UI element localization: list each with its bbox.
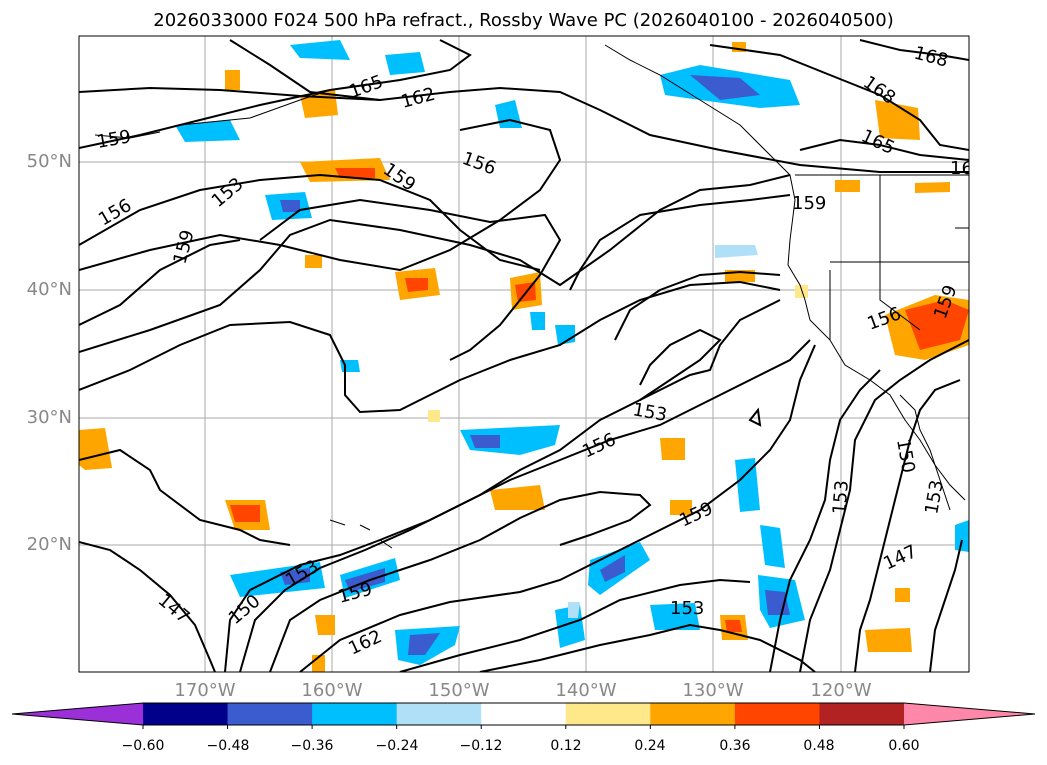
lat-label: 30°N	[26, 407, 72, 428]
colorbar-extend-min	[12, 703, 143, 725]
colorbar-tick-label: 0.12	[550, 738, 582, 754]
lon-label: 120°W	[810, 680, 872, 701]
lon-label: 150°W	[428, 680, 490, 701]
map-area: 165 162 159 153 156 159 159 156 168 168 …	[79, 36, 973, 672]
colorbar-segment	[481, 703, 567, 725]
colorbar-segment	[143, 703, 229, 725]
lat-label: 50°N	[26, 151, 72, 172]
lat-label: 40°N	[26, 279, 72, 300]
colorbar-segment	[734, 703, 820, 725]
colorbar-segment	[819, 703, 905, 725]
height-contours	[79, 39, 969, 672]
colorbar-tick-label: 0.60	[888, 738, 920, 754]
map-frame	[78, 35, 970, 673]
colorbar-segment	[312, 703, 398, 725]
colorbar-segment	[650, 703, 736, 725]
lon-label: 140°W	[555, 680, 617, 701]
colorbar-tick-label: −0.12	[459, 738, 503, 754]
negative-anomaly-patches	[175, 40, 969, 665]
colorbar-tick-label: −0.36	[290, 738, 334, 754]
colorbar-segment	[227, 703, 313, 725]
colorbar	[11, 702, 1036, 729]
contour-label: 153	[829, 479, 853, 515]
colorbar-extend-max	[904, 703, 1035, 725]
colorbar-segment	[396, 703, 482, 725]
colorbar-tick-label: −0.60	[121, 738, 165, 754]
lon-label: 130°W	[682, 680, 744, 701]
contour-label: 16	[950, 158, 973, 179]
contour-label: 159	[792, 193, 826, 214]
map-title: 2026033000 F024 500 hPa refract., Rossby…	[153, 10, 894, 31]
colorbar-tick-label: 0.24	[634, 738, 666, 754]
lat-label: 20°N	[26, 534, 72, 555]
positive-anomaly-patches	[79, 42, 969, 672]
contour-label: 153	[670, 598, 704, 619]
colorbar-segment	[565, 703, 651, 725]
lon-label: 170°W	[174, 680, 236, 701]
colorbar-tick-label: 0.36	[719, 738, 751, 754]
lon-label: 160°W	[301, 680, 363, 701]
colorbar-tick-label: 0.48	[803, 738, 835, 754]
colorbar-tick-label: −0.24	[375, 738, 419, 754]
colorbar-tick-label: −0.48	[206, 738, 250, 754]
